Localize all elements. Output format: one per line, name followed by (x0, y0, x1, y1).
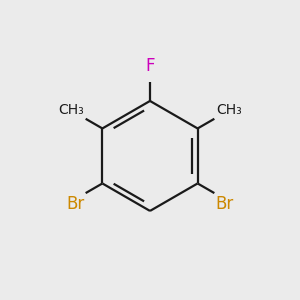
Text: CH₃: CH₃ (216, 103, 242, 117)
Text: CH₃: CH₃ (58, 103, 84, 117)
Text: Br: Br (216, 195, 234, 213)
Text: Br: Br (66, 195, 84, 213)
Text: F: F (145, 57, 155, 75)
